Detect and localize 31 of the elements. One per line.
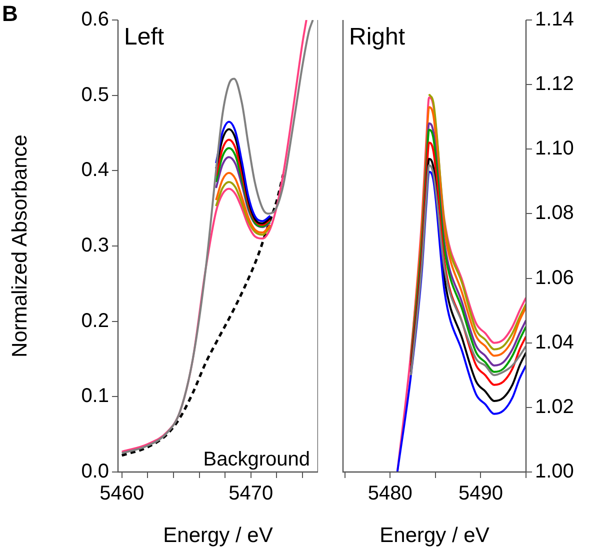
chart-title: Right <box>349 24 406 51</box>
line-series <box>396 96 526 472</box>
line-series <box>215 172 272 234</box>
y-tick-label: 1.02 <box>535 396 574 418</box>
y-axis-title: Normalized Absorbance <box>8 134 32 358</box>
y-tick-label: 0.4 <box>81 159 109 182</box>
y-tick-label: 1.06 <box>535 266 574 289</box>
y-tick-label: 0.2 <box>81 310 109 332</box>
x-axis-title: Energy / eV <box>163 524 273 548</box>
y-tick-label: 0.3 <box>81 234 109 257</box>
x-tick-label: 5470 <box>228 482 274 505</box>
annotation: Background <box>203 448 310 471</box>
y-tick-label: 0.5 <box>81 84 109 106</box>
x-axis-title: Energy / eV <box>380 524 490 548</box>
x-tick-label: 5490 <box>458 482 503 505</box>
line-series <box>396 170 526 472</box>
chart-title: Left <box>124 24 164 51</box>
text: B <box>2 1 18 26</box>
line-series <box>428 93 526 350</box>
x-tick-label: 5460 <box>100 482 144 505</box>
y-tick-label: 1.12 <box>535 73 574 96</box>
y-tick-label: 1.00 <box>535 460 574 483</box>
y-tick-label: 1.04 <box>535 331 574 354</box>
y-tick-label: 0.1 <box>81 385 109 408</box>
y-tick-label: 1.10 <box>535 138 574 160</box>
x-tick-label: 5480 <box>368 482 412 505</box>
y-tick-label: 1.14 <box>535 8 574 31</box>
y-tick-label: 1.08 <box>535 202 574 224</box>
line-series <box>215 180 272 236</box>
y-tick-label: 0.6 <box>81 8 109 31</box>
y-tick-label: 0.0 <box>81 460 109 483</box>
